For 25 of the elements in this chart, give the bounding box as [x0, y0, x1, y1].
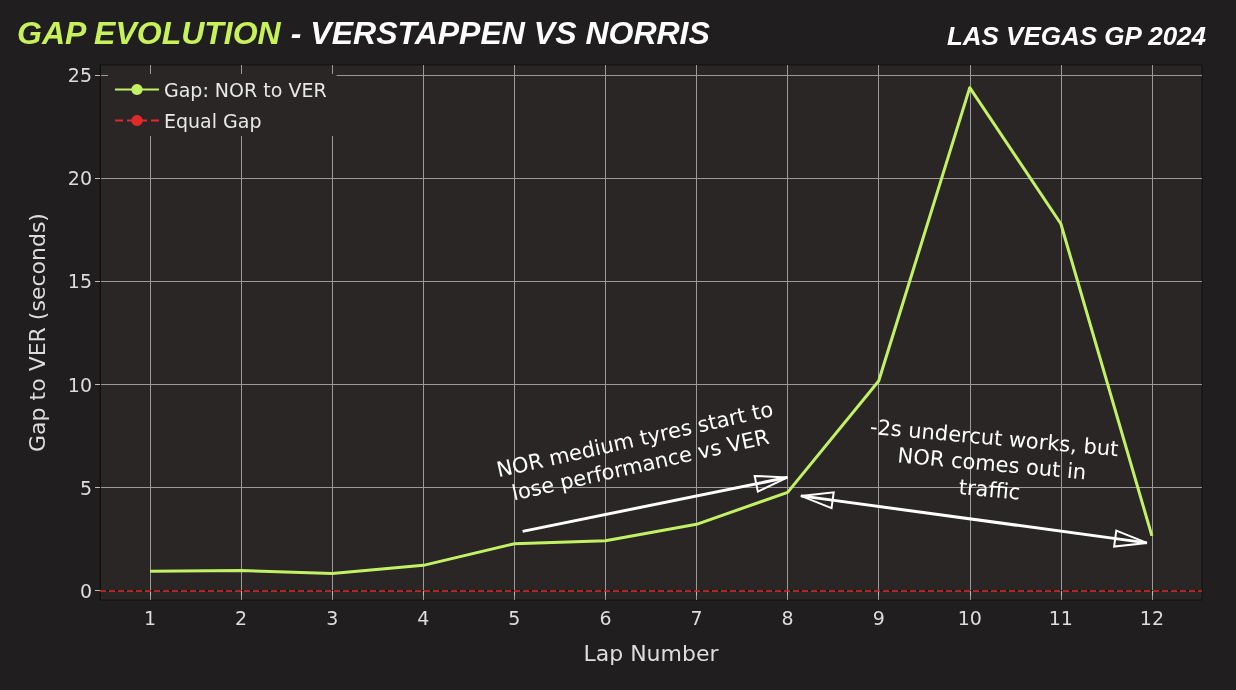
- x-tick-label: 11: [1048, 606, 1073, 629]
- x-tick-label: 5: [508, 606, 521, 629]
- x-tick-label: 3: [326, 606, 339, 629]
- legend-label: Equal Gap: [164, 109, 262, 132]
- x-tick-label: 6: [599, 606, 612, 629]
- x-tick-label: 12: [1139, 606, 1164, 629]
- x-axis-title: Lap Number: [583, 640, 720, 666]
- x-tick-label: 2: [235, 606, 248, 629]
- chart-subtitle: LAS VEGAS GP 2024: [946, 21, 1207, 51]
- x-tick-label: 7: [690, 606, 703, 629]
- x-tick-label: 9: [872, 606, 885, 629]
- legend-label: Gap: NOR to VER: [164, 78, 327, 101]
- y-tick-label: 5: [79, 476, 92, 499]
- y-tick-label: 10: [67, 373, 92, 396]
- x-tick-label: 8: [781, 606, 794, 629]
- x-tick-label: 1: [144, 606, 157, 629]
- y-tick-label: 25: [67, 64, 92, 87]
- y-tick-label: 15: [67, 270, 92, 293]
- y-axis-title: Gap to VER (seconds): [24, 213, 50, 452]
- y-tick-label: 20: [67, 167, 92, 190]
- annotation: -2s undercut works, but NOR comes out in traffic: [869, 414, 1120, 505]
- y-tick-label: 0: [79, 579, 92, 602]
- x-tick-label: 4: [417, 606, 430, 629]
- x-tick-label: 10: [957, 606, 982, 629]
- chart-title: GAP EVOLUTION - VERSTAPPEN VS NORRIS: [17, 15, 711, 51]
